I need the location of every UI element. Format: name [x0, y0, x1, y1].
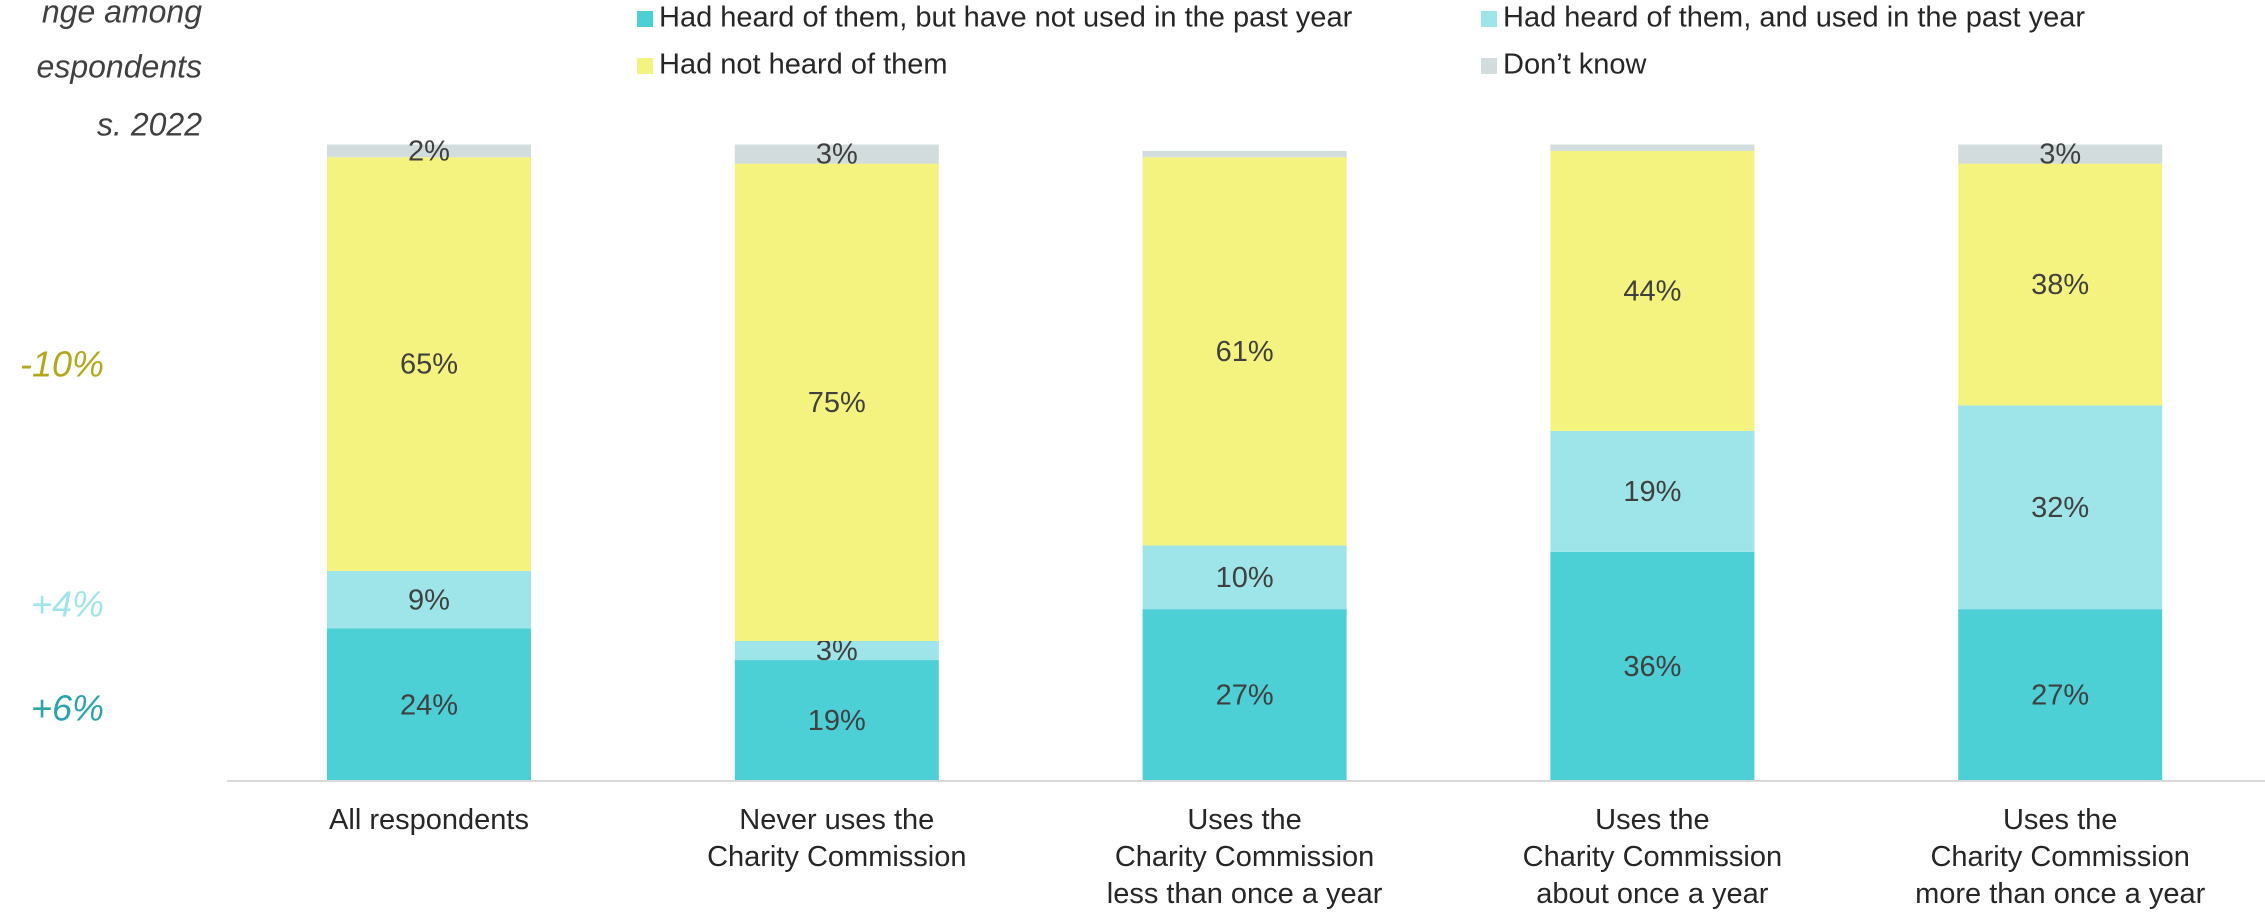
data-label: 19% [1623, 476, 1681, 508]
bar-segment [1142, 609, 1347, 781]
x-tick-label: All respondents [329, 804, 529, 836]
data-label: 44% [1623, 276, 1681, 308]
data-label: 10% [1216, 562, 1274, 594]
data-label: 2% [408, 136, 450, 168]
bar-segment [1550, 144, 1755, 151]
x-tick-label: Uses the Charity Commission more than on… [1915, 804, 2206, 910]
bar-segment [1958, 163, 2163, 406]
side-text: nge among [42, 0, 202, 29]
data-label: 9% [408, 584, 450, 616]
legend-label: Had heard of them, and used in the past … [1503, 2, 2085, 34]
bar-segment [734, 640, 939, 661]
data-label: 65% [400, 349, 458, 381]
bar-segment [734, 163, 939, 641]
legend-label: Don’t know [1503, 49, 1648, 81]
legend-label: Had not heard of them [659, 49, 948, 81]
data-label: 32% [2031, 492, 2089, 524]
bar-segment [1142, 150, 1347, 158]
annotation: -10% [20, 344, 104, 385]
legend-swatch [1481, 58, 1497, 74]
x-tick-label: Never uses the Charity Commission [707, 804, 967, 873]
legend-swatch [1481, 11, 1497, 27]
data-label: 3% [816, 139, 858, 171]
legend-swatch [637, 11, 653, 27]
bar-segment [1142, 157, 1347, 546]
side-text: s. 2022 [97, 106, 202, 142]
annotation: +6% [31, 688, 104, 729]
side-text: espondents [37, 48, 202, 84]
data-label: 36% [1623, 651, 1681, 683]
bar-segment [734, 144, 939, 164]
data-label: 75% [808, 387, 866, 419]
x-tick-label: Uses the Charity Commission about once a… [1522, 804, 1783, 910]
bar-segment [327, 144, 531, 158]
bar-segment [1958, 405, 2163, 610]
data-label: 3% [2039, 139, 2081, 171]
data-label: 27% [2031, 680, 2089, 712]
x-tick-label: Uses the Charity Commission less than on… [1106, 804, 1383, 910]
bar-segment [327, 628, 531, 781]
bar-segment [1958, 144, 2163, 164]
data-label: 27% [1216, 680, 1274, 712]
data-label: 19% [808, 705, 866, 737]
data-label: 61% [1216, 336, 1274, 368]
bar-segment [1550, 150, 1755, 431]
bar-segment [734, 660, 939, 781]
bar-segment [1142, 545, 1347, 610]
bar-segment [327, 570, 531, 629]
bar-segment [1958, 609, 2163, 781]
legend-swatch [637, 58, 653, 74]
bar-segment [1550, 430, 1755, 552]
data-label: 38% [2031, 269, 2089, 301]
legend-label: Had heard of them, but have not used in … [659, 2, 1353, 34]
bar-segment [327, 157, 531, 571]
data-label: 24% [400, 689, 458, 721]
annotation: +4% [31, 584, 104, 625]
bar-segment [1550, 551, 1755, 781]
